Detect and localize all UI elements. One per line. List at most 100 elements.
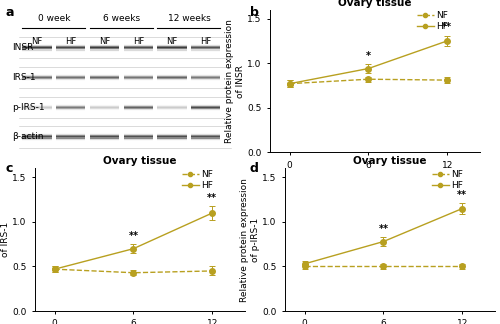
Text: 12 weeks: 12 weeks xyxy=(168,14,210,23)
Text: 0 week: 0 week xyxy=(38,14,70,23)
Bar xyxy=(158,45,186,46)
Bar xyxy=(191,137,220,139)
Bar xyxy=(158,106,186,107)
Bar xyxy=(191,136,220,137)
Bar xyxy=(158,78,186,79)
Bar xyxy=(56,79,86,80)
Bar xyxy=(191,144,220,145)
Bar xyxy=(158,55,186,56)
Bar xyxy=(22,43,52,44)
Text: HF: HF xyxy=(65,37,76,46)
Bar xyxy=(124,135,153,136)
Bar xyxy=(191,47,220,48)
Bar xyxy=(90,83,119,84)
Bar xyxy=(124,78,153,79)
Bar xyxy=(124,111,153,112)
Bar xyxy=(22,53,52,54)
Text: p-IRS-1: p-IRS-1 xyxy=(12,103,45,112)
Text: 6 weeks: 6 weeks xyxy=(103,14,140,23)
Bar xyxy=(158,129,186,130)
Bar xyxy=(158,140,186,141)
Bar xyxy=(124,103,153,104)
Bar xyxy=(158,104,186,105)
Bar xyxy=(56,83,86,84)
Bar xyxy=(158,76,186,77)
Bar xyxy=(90,104,119,105)
Bar xyxy=(124,55,153,56)
Bar xyxy=(56,46,86,47)
Bar xyxy=(56,106,86,107)
Bar xyxy=(158,134,186,135)
Bar xyxy=(56,112,86,113)
Bar xyxy=(191,112,220,113)
Bar xyxy=(124,77,153,78)
Bar xyxy=(22,78,52,79)
Bar xyxy=(90,141,119,142)
Bar xyxy=(124,80,153,81)
Bar xyxy=(124,137,153,139)
Bar xyxy=(56,103,86,104)
Bar xyxy=(191,139,220,140)
Bar xyxy=(124,136,153,137)
Bar xyxy=(191,73,220,74)
Bar xyxy=(191,48,220,50)
Bar xyxy=(124,52,153,53)
Bar xyxy=(158,50,186,51)
Bar xyxy=(124,46,153,47)
Text: HF: HF xyxy=(200,37,211,46)
Bar xyxy=(124,105,153,106)
Bar xyxy=(90,113,119,114)
Bar xyxy=(191,142,220,143)
Bar xyxy=(158,42,186,43)
Bar xyxy=(124,113,153,114)
Bar xyxy=(191,141,220,142)
Bar xyxy=(90,40,119,42)
Bar xyxy=(90,70,119,71)
Bar xyxy=(191,55,220,56)
Bar xyxy=(56,84,86,85)
Bar xyxy=(191,76,220,77)
Bar xyxy=(22,45,52,46)
Bar xyxy=(90,134,119,135)
Bar xyxy=(90,81,119,83)
Bar xyxy=(124,42,153,43)
Bar xyxy=(191,131,220,132)
Bar xyxy=(90,106,119,107)
Bar xyxy=(90,135,119,136)
Bar xyxy=(158,130,186,131)
Text: **: ** xyxy=(207,193,217,203)
Text: β-actin: β-actin xyxy=(12,133,44,141)
Bar xyxy=(56,44,86,45)
Bar xyxy=(90,101,119,102)
Bar xyxy=(56,130,86,131)
Bar xyxy=(56,105,86,106)
Bar xyxy=(22,83,52,84)
Bar xyxy=(158,79,186,80)
Bar xyxy=(22,139,52,140)
Bar xyxy=(124,129,153,130)
Bar xyxy=(124,48,153,50)
Bar xyxy=(56,73,86,74)
Bar xyxy=(90,85,119,86)
Title: Ovary tissue: Ovary tissue xyxy=(353,156,427,166)
Bar xyxy=(158,53,186,54)
Text: **: ** xyxy=(378,224,388,234)
Bar xyxy=(22,81,52,83)
Bar xyxy=(124,84,153,85)
Bar xyxy=(56,109,86,110)
Bar xyxy=(158,143,186,144)
Bar xyxy=(22,71,52,73)
Bar xyxy=(22,75,52,76)
Bar xyxy=(124,102,153,103)
Bar xyxy=(124,144,153,145)
Text: a: a xyxy=(5,6,14,19)
Bar xyxy=(158,40,186,42)
Bar xyxy=(56,101,86,102)
Bar xyxy=(22,70,52,71)
Bar xyxy=(56,40,86,42)
Bar xyxy=(90,53,119,54)
Bar xyxy=(158,107,186,108)
Bar xyxy=(124,108,153,109)
Bar xyxy=(22,48,52,50)
Bar xyxy=(90,55,119,56)
